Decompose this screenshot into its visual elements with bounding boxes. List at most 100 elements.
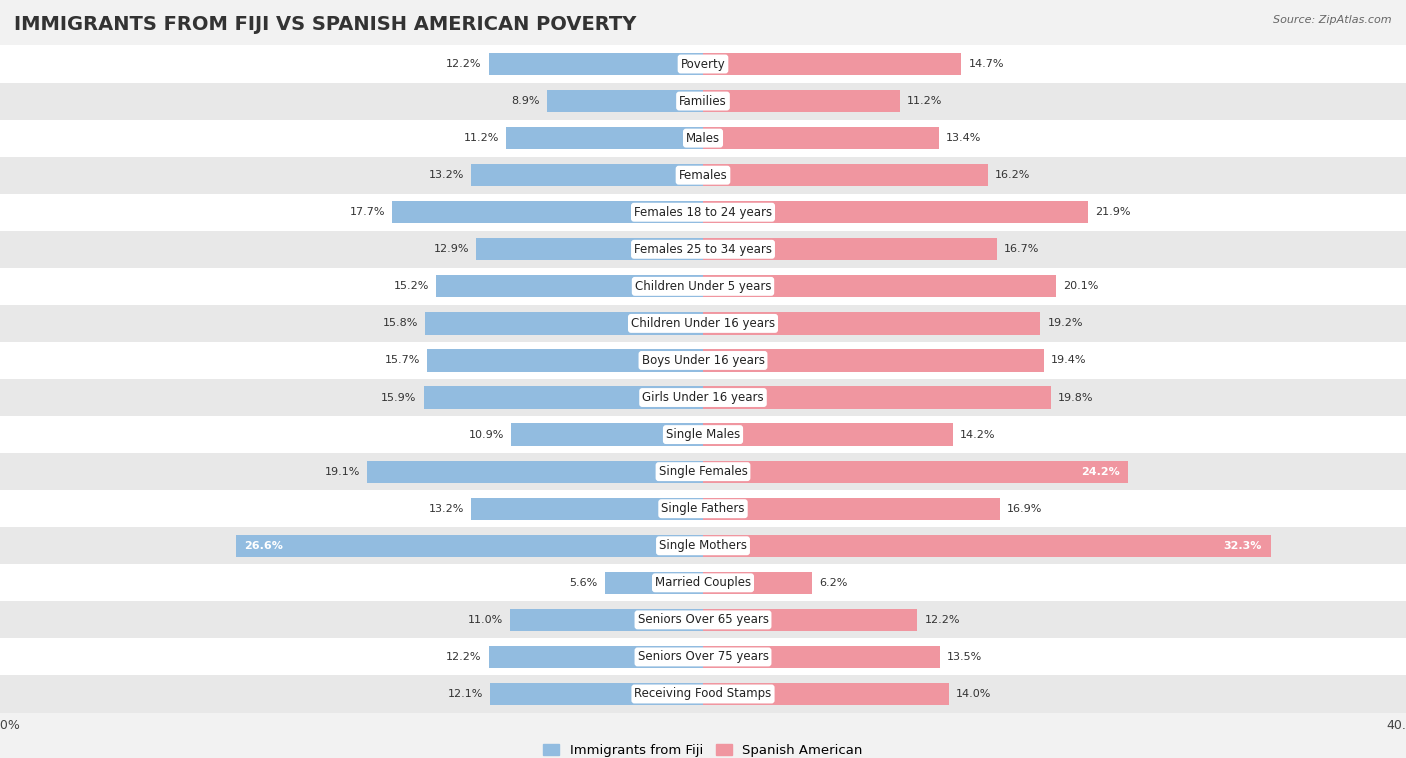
Text: 15.8%: 15.8% <box>382 318 419 328</box>
Text: Single Fathers: Single Fathers <box>661 503 745 515</box>
Bar <box>477 238 703 261</box>
Text: 12.1%: 12.1% <box>449 689 484 699</box>
Bar <box>703 90 900 112</box>
Bar <box>703 609 917 631</box>
Bar <box>0 453 1406 490</box>
Bar <box>0 120 1406 157</box>
Text: Poverty: Poverty <box>681 58 725 70</box>
Bar <box>425 312 703 334</box>
Text: 11.0%: 11.0% <box>467 615 503 625</box>
Text: Source: ZipAtlas.com: Source: ZipAtlas.com <box>1274 15 1392 25</box>
Bar <box>0 194 1406 230</box>
Text: 13.2%: 13.2% <box>429 504 464 514</box>
Text: 19.8%: 19.8% <box>1057 393 1094 402</box>
Bar <box>703 534 1271 557</box>
Bar <box>471 164 703 186</box>
Bar <box>703 201 1088 224</box>
Text: Boys Under 16 years: Boys Under 16 years <box>641 354 765 367</box>
Text: 13.4%: 13.4% <box>945 133 981 143</box>
Text: Single Females: Single Females <box>658 465 748 478</box>
Text: Children Under 5 years: Children Under 5 years <box>634 280 772 293</box>
Text: Females 18 to 24 years: Females 18 to 24 years <box>634 205 772 219</box>
Bar <box>703 683 949 705</box>
Bar <box>512 424 703 446</box>
Text: 15.9%: 15.9% <box>381 393 416 402</box>
Text: 15.7%: 15.7% <box>385 356 420 365</box>
Bar <box>703 387 1052 409</box>
Text: Children Under 16 years: Children Under 16 years <box>631 317 775 330</box>
Text: 11.2%: 11.2% <box>464 133 499 143</box>
Text: Seniors Over 65 years: Seniors Over 65 years <box>637 613 769 626</box>
Bar <box>489 646 703 668</box>
Bar <box>0 305 1406 342</box>
Bar <box>703 497 1000 520</box>
Text: 19.4%: 19.4% <box>1050 356 1087 365</box>
Legend: Immigrants from Fiji, Spanish American: Immigrants from Fiji, Spanish American <box>538 739 868 758</box>
Bar <box>0 45 1406 83</box>
Text: 14.0%: 14.0% <box>956 689 991 699</box>
Bar <box>392 201 703 224</box>
Bar <box>0 379 1406 416</box>
Bar <box>0 638 1406 675</box>
Text: 17.7%: 17.7% <box>350 207 385 218</box>
Text: 14.2%: 14.2% <box>960 430 995 440</box>
Text: 8.9%: 8.9% <box>510 96 540 106</box>
Text: 24.2%: 24.2% <box>1081 467 1119 477</box>
Bar <box>427 349 703 371</box>
Text: Males: Males <box>686 132 720 145</box>
Text: 5.6%: 5.6% <box>569 578 598 587</box>
Text: IMMIGRANTS FROM FIJI VS SPANISH AMERICAN POVERTY: IMMIGRANTS FROM FIJI VS SPANISH AMERICAN… <box>14 15 637 34</box>
Text: 12.2%: 12.2% <box>446 652 481 662</box>
Bar <box>236 534 703 557</box>
Bar <box>703 164 987 186</box>
Text: 12.2%: 12.2% <box>446 59 481 69</box>
Bar <box>0 230 1406 268</box>
Bar <box>0 268 1406 305</box>
Text: 16.9%: 16.9% <box>1007 504 1042 514</box>
Bar <box>471 497 703 520</box>
Bar <box>367 461 703 483</box>
Bar <box>703 349 1043 371</box>
Text: 14.7%: 14.7% <box>969 59 1004 69</box>
Text: 11.2%: 11.2% <box>907 96 942 106</box>
Text: 32.3%: 32.3% <box>1223 540 1261 551</box>
Bar <box>0 490 1406 528</box>
Text: 12.2%: 12.2% <box>925 615 960 625</box>
Text: 10.9%: 10.9% <box>470 430 505 440</box>
Bar <box>506 127 703 149</box>
Bar <box>510 609 703 631</box>
Bar <box>547 90 703 112</box>
Text: 6.2%: 6.2% <box>818 578 848 587</box>
Text: Single Males: Single Males <box>666 428 740 441</box>
Bar <box>703 127 939 149</box>
Bar <box>0 675 1406 713</box>
Text: 15.2%: 15.2% <box>394 281 429 291</box>
Bar <box>0 157 1406 194</box>
Bar <box>605 572 703 594</box>
Text: Families: Families <box>679 95 727 108</box>
Bar <box>489 53 703 75</box>
Text: 19.1%: 19.1% <box>325 467 360 477</box>
Bar <box>0 416 1406 453</box>
Text: 13.5%: 13.5% <box>948 652 983 662</box>
Bar <box>0 83 1406 120</box>
Bar <box>0 342 1406 379</box>
Bar <box>0 564 1406 601</box>
Text: 16.7%: 16.7% <box>1004 244 1039 254</box>
Text: Receiving Food Stamps: Receiving Food Stamps <box>634 688 772 700</box>
Bar <box>703 572 813 594</box>
Text: Single Mothers: Single Mothers <box>659 539 747 553</box>
Bar <box>703 53 962 75</box>
Text: Females 25 to 34 years: Females 25 to 34 years <box>634 243 772 255</box>
Bar <box>703 424 953 446</box>
Text: 20.1%: 20.1% <box>1063 281 1098 291</box>
Bar <box>703 461 1129 483</box>
Text: 13.2%: 13.2% <box>429 171 464 180</box>
Text: Married Couples: Married Couples <box>655 576 751 589</box>
Bar <box>703 275 1056 297</box>
Text: 26.6%: 26.6% <box>245 540 283 551</box>
Text: 12.9%: 12.9% <box>434 244 470 254</box>
Bar <box>703 238 997 261</box>
Text: 21.9%: 21.9% <box>1095 207 1130 218</box>
Text: 19.2%: 19.2% <box>1047 318 1083 328</box>
